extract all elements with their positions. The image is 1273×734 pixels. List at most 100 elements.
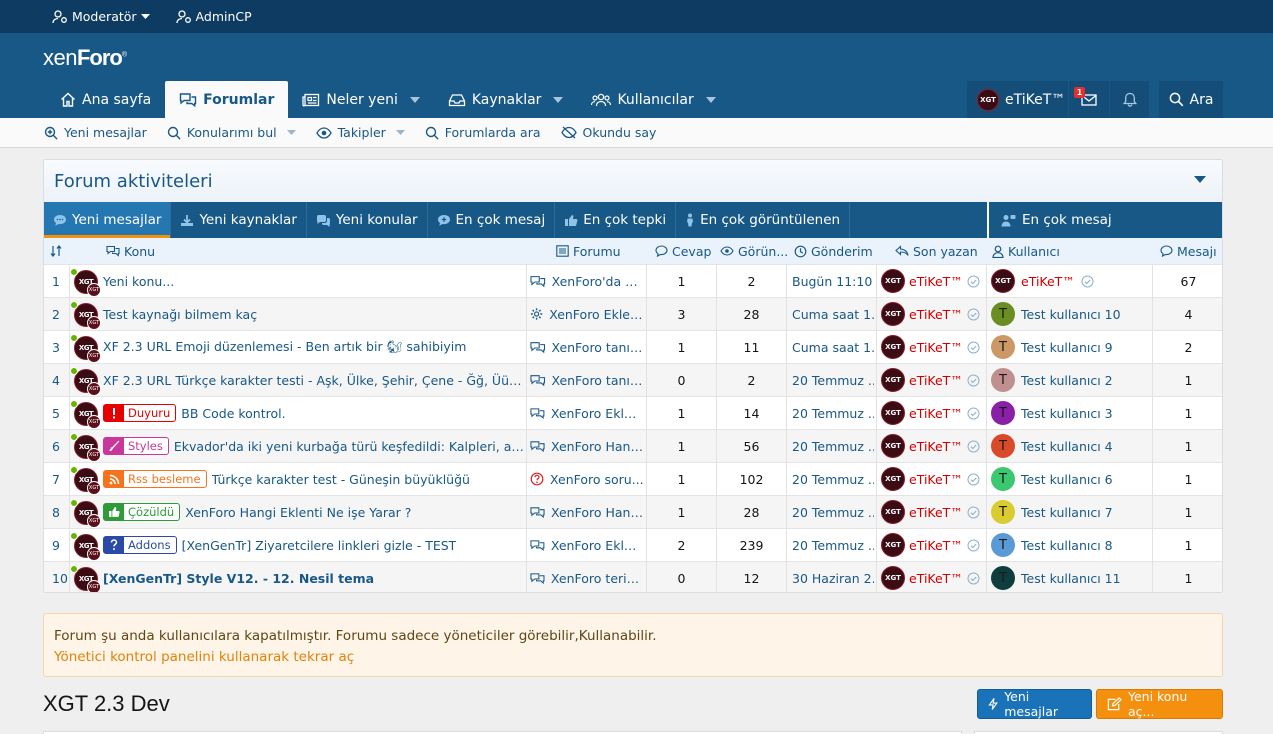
- last-poster[interactable]: XGT eTiKeT™: [881, 265, 985, 297]
- post-date[interactable]: 30 Haziran 2...: [792, 570, 874, 586]
- subnav-mark-read[interactable]: Okundu say: [560, 125, 656, 140]
- table-row[interactable]: 3 XGT XGT XF 2.3 URL Emoji düzenlemesi - Be…: [44, 330, 1222, 363]
- thread-title-link[interactable]: [XenGenTr] Ziyaretcilere linkleri gizle …: [181, 537, 457, 553]
- nav-tab-resources[interactable]: Kaynaklar: [434, 81, 578, 118]
- forum-link[interactable]: XenForo Eklen...: [530, 397, 644, 429]
- nav-tab-home[interactable]: Ana sayfa: [46, 81, 165, 118]
- last-poster[interactable]: XGT eTiKeT™: [881, 331, 985, 363]
- last-poster[interactable]: XGT eTiKeT™: [881, 463, 985, 495]
- admincp-link[interactable]: AdminCP: [175, 9, 252, 24]
- inbox-button[interactable]: 1: [1069, 81, 1109, 118]
- post-date[interactable]: 20 Temmuz ...: [792, 471, 874, 487]
- top-poster-user[interactable]: XGT eTiKeT™: [991, 265, 1151, 297]
- thread-starter-avatar[interactable]: XGT XGT: [70, 430, 102, 462]
- nav-tab-forums[interactable]: Forumlar: [165, 81, 289, 118]
- thread-prefix-badge[interactable]: Rss besleme: [103, 470, 207, 488]
- thread-title-link[interactable]: Türkçe karakter test - Güneşin büyüklüğü: [211, 471, 470, 487]
- last-poster[interactable]: XGT eTiKeT™: [881, 364, 985, 396]
- thread-starter-avatar[interactable]: XGT XGT: [70, 463, 102, 495]
- thread-title-link[interactable]: XenForo Hangi Eklenti Ne işe Yarar ?: [185, 504, 412, 520]
- nav-tab-whats-new[interactable]: Neler yeni: [288, 81, 433, 118]
- col-header-replies[interactable]: Cevap: [655, 238, 711, 264]
- post-date[interactable]: Bugün 11:10: [792, 273, 873, 289]
- thread-starter-avatar[interactable]: XGT XGT: [70, 529, 102, 561]
- forum-link[interactable]: XenForo tanıy...: [530, 364, 644, 396]
- post-date[interactable]: Cuma saat 1...: [792, 339, 874, 355]
- table-row[interactable]: 2 XGT XGT Test kaynağı bilmem kaç XenForo Ek…: [44, 297, 1222, 330]
- thread-title-link[interactable]: BB Code kontrol.: [181, 405, 286, 421]
- last-poster[interactable]: XGT eTiKeT™: [881, 496, 985, 528]
- post-date[interactable]: 20 Temmuz ...: [792, 537, 874, 553]
- new-thread-button[interactable]: Yeni konu aç...: [1096, 689, 1223, 719]
- thread-title-link[interactable]: Ekvador'da iki yeni kurbağa türü keşfedi…: [173, 438, 524, 454]
- col-header-last-poster[interactable]: Son yazan: [895, 238, 978, 264]
- tab-new-threads[interactable]: Yeni konular: [307, 202, 428, 238]
- alerts-button[interactable]: [1110, 81, 1149, 118]
- thread-title-link[interactable]: Test kaynağı bilmem kaç: [103, 306, 258, 322]
- nav-tab-members[interactable]: Kullanıcılar: [577, 81, 729, 118]
- table-row[interactable]: 5 XGT XGT Duyuru BB Code kontrol. XenForo Ekl…: [44, 396, 1222, 429]
- table-row[interactable]: 7 XGT XGT Rss besleme Türkçe karakter test -…: [44, 462, 1222, 495]
- col-header-date[interactable]: Gönderim: [794, 238, 873, 264]
- top-poster-user[interactable]: T Test kullanıcı 8: [991, 529, 1151, 561]
- post-date[interactable]: Cuma saat 1...: [792, 306, 874, 322]
- top-poster-user[interactable]: T Test kullanıcı 7: [991, 496, 1151, 528]
- subnav-watched[interactable]: Takipler: [315, 125, 405, 140]
- last-poster[interactable]: XGT eTiKeT™: [881, 430, 985, 462]
- thread-starter-avatar[interactable]: XGT XGT: [70, 397, 102, 429]
- chevron-down-icon[interactable]: [705, 96, 716, 103]
- chevron-down-icon[interactable]: [409, 96, 420, 103]
- forum-link[interactable]: XenForo Eklen...: [530, 529, 644, 561]
- chevron-down-icon[interactable]: [286, 129, 296, 136]
- thread-starter-avatar[interactable]: XGT XGT: [70, 562, 102, 592]
- last-poster[interactable]: XGT eTiKeT™: [881, 529, 985, 561]
- thread-starter-avatar[interactable]: XGT XGT: [70, 496, 102, 528]
- tab-most-viewed[interactable]: En çok görüntülenen: [676, 202, 851, 238]
- forum-link[interactable]: XenForo tanıy...: [530, 331, 644, 363]
- table-row[interactable]: 8 XGT XGT Çözüldü XenForo Hangi Eklenti Ne i…: [44, 495, 1222, 528]
- subnav-find-threads[interactable]: Konularımı bul: [167, 125, 296, 140]
- thread-starter-avatar[interactable]: XGT XGT: [70, 364, 102, 396]
- top-poster-user[interactable]: T Test kullanıcı 6: [991, 463, 1151, 495]
- thread-starter-avatar[interactable]: XGT XGT: [70, 265, 102, 297]
- tab-most-messages[interactable]: En çok mesaj: [428, 202, 556, 238]
- col-header-messages[interactable]: Mesajı: [1160, 238, 1217, 264]
- forum-link[interactable]: XenForo Hang...: [530, 496, 644, 528]
- table-row[interactable]: 4 XGT XGT XF 2.3 URL Türkçe karakter testi …: [44, 363, 1222, 396]
- thread-prefix-badge[interactable]: Styles: [103, 437, 169, 455]
- chevron-down-icon[interactable]: [395, 129, 405, 136]
- subnav-new-posts[interactable]: Yeni mesajlar: [44, 125, 147, 140]
- forum-link[interactable]: XenForo Hang...: [530, 430, 644, 462]
- post-date[interactable]: 20 Temmuz ...: [792, 405, 874, 421]
- account-menu[interactable]: XGT eTiKeT™: [967, 81, 1068, 118]
- last-poster[interactable]: XGT eTiKeT™: [881, 397, 985, 429]
- tab-new-posts[interactable]: Yeni mesajlar: [44, 202, 172, 238]
- table-row[interactable]: 6 XGT XGT Styles Ekvador'da iki yeni kurbağa…: [44, 429, 1222, 462]
- thread-starter-avatar[interactable]: XGT XGT: [70, 298, 102, 330]
- top-poster-user[interactable]: T Test kullanıcı 10: [991, 298, 1151, 330]
- sort-toggle[interactable]: [50, 238, 62, 264]
- top-poster-user[interactable]: T Test kullanıcı 4: [991, 430, 1151, 462]
- table-row[interactable]: 1 XGT XGT Yeni konu... XenForo'da N... 1 2 Bugü…: [44, 264, 1222, 297]
- forum-link[interactable]: XenForo soru...: [530, 463, 644, 495]
- thread-title-link[interactable]: XF 2.3 URL Türkçe karakter testi - Aşk, …: [103, 372, 524, 388]
- post-date[interactable]: 20 Temmuz ...: [792, 372, 874, 388]
- table-row[interactable]: 9 XGT XGT Addons [XenGenTr] Ziyaretcilere li…: [44, 528, 1222, 561]
- subnav-search-forums[interactable]: Forumlarda ara: [425, 125, 541, 140]
- new-posts-button[interactable]: Yeni mesajlar: [977, 689, 1092, 719]
- thread-title-link[interactable]: [XenGenTr] Style V12. - 12. Nesil tema: [103, 570, 375, 586]
- col-header-user[interactable]: Kullanıcı: [992, 238, 1060, 264]
- col-header-topic[interactable]: Konu: [106, 238, 155, 264]
- tab-top-posters[interactable]: En çok mesaj: [989, 202, 1222, 238]
- thread-title-link[interactable]: Yeni konu...: [103, 273, 175, 289]
- moderator-menu[interactable]: Moderatör: [52, 9, 150, 24]
- post-date[interactable]: 20 Temmuz ...: [792, 504, 874, 520]
- top-poster-user[interactable]: T Test kullanıcı 3: [991, 397, 1151, 429]
- last-poster[interactable]: XGT eTiKeT™: [881, 298, 985, 330]
- collapse-toggle-icon[interactable]: [1194, 176, 1206, 184]
- chevron-down-icon[interactable]: [553, 96, 564, 103]
- forum-link[interactable]: XenForo terim...: [530, 562, 644, 592]
- post-date[interactable]: 20 Temmuz ...: [792, 438, 874, 454]
- forum-link[interactable]: XenForo Eklen...: [530, 298, 644, 330]
- thread-starter-avatar[interactable]: XGT XGT: [70, 331, 102, 363]
